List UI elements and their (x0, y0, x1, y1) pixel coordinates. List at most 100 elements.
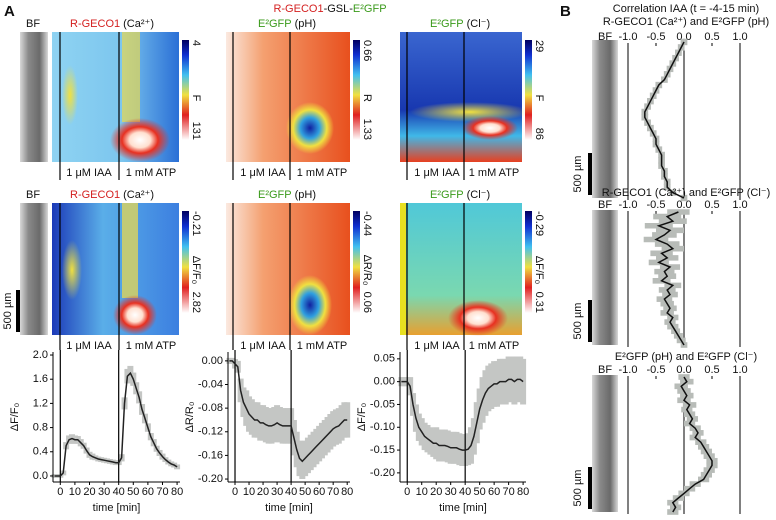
profile-line (644, 41, 685, 199)
column-title: E²GFP (Cl⁻) (430, 189, 490, 201)
x-tick-label: 20 (430, 486, 442, 498)
colorbar (182, 40, 189, 140)
line (229, 360, 348, 463)
colorbar-bottom: 1.33 (361, 119, 373, 140)
x-tick-label: -0.5 (647, 364, 666, 376)
x-tick-label: 10 (243, 486, 255, 498)
x-tick-label: 1.0 (732, 199, 747, 211)
stimulus-label: 1 μM IAA (414, 340, 460, 352)
y-tick-label: 0.00 (374, 376, 395, 388)
y-tick-label: 0.00 (202, 355, 223, 367)
x-tick-label: 10 (69, 486, 81, 498)
colorbar-bottom: 86 (533, 128, 545, 140)
sensor-name: R-GECO1 (70, 189, 120, 201)
title-part: R-GECO1 (273, 3, 323, 15)
stimulus-label: 1 mM ATP (297, 340, 348, 352)
sensor-name: E²GFP (430, 189, 464, 201)
x-axis-label: time [min] (265, 502, 313, 514)
title-part: E²GFP (353, 3, 387, 15)
x-tick-label: 60 (488, 486, 500, 498)
x-tick-label: 60 (142, 486, 154, 498)
y-axis-label: ΔR/R₀ (184, 402, 196, 433)
colorbar-top: -0.44 (361, 211, 373, 236)
y-tick-label: 0.0 (33, 470, 48, 482)
x-tick-label: 30 (271, 486, 283, 498)
heatmap-blob (462, 116, 518, 140)
x-tick-label: 70 (327, 486, 339, 498)
heatmap (400, 32, 522, 162)
ion-name: (Ca²⁺) (123, 189, 154, 201)
column-title: E²GFP (Cl⁻) (430, 18, 490, 30)
colorbar-label: R (361, 94, 373, 102)
x-tick-label: 80 (171, 486, 183, 498)
x-tick-label: -0.5 (647, 31, 666, 43)
heatmap-blob (113, 295, 157, 335)
y-tick-label: 1.2 (33, 397, 48, 409)
panel-label: B (560, 3, 571, 20)
stimulus-label: 1 μM IAA (240, 167, 286, 179)
heatmap-blob (62, 240, 82, 300)
x-tick-label: 60 (313, 486, 325, 498)
stimulus-label: 1 mM ATP (469, 167, 520, 179)
stimulus-lines (59, 32, 465, 350)
panel-label: A (4, 3, 15, 20)
heatmap (226, 32, 350, 162)
x-tick-label: 30 (98, 486, 110, 498)
x-tick-label: 40 (113, 486, 125, 498)
y-tick-label: -0.05 (370, 398, 395, 410)
colorbar-label: ΔR/R₀ (361, 255, 373, 286)
stimulus-label: 1 mM ATP (469, 340, 520, 352)
x-tick-label: 30 (445, 486, 457, 498)
colorbar (525, 40, 532, 140)
y-tick-label: -0.20 (198, 473, 223, 485)
scale-bar (588, 153, 592, 195)
sensor-name: E²GFP (258, 189, 292, 201)
colorbar (182, 211, 189, 313)
bf-label: BF (598, 31, 612, 43)
x-tick-label: 80 (341, 486, 353, 498)
scale-label: 500 µm (572, 303, 584, 340)
x-tick-label: 50 (299, 486, 311, 498)
line (54, 371, 178, 477)
x-tick-label: 0.5 (704, 31, 719, 43)
column-title: E²GFP (pH) (258, 189, 316, 201)
column-title: R-GECO1 (Ca²⁺) (70, 189, 154, 201)
colorbar-top: 4 (190, 40, 202, 46)
x-tick-label: 50 (127, 486, 139, 498)
stimulus-label: 1 μM IAA (240, 340, 286, 352)
heatmaps: 500 µm (2, 32, 530, 350)
x-tick-label: 70 (502, 486, 514, 498)
ion-name: (Cl⁻) (467, 189, 491, 201)
stimulus-label: 1 mM ATP (126, 340, 177, 352)
scale-bar (588, 300, 592, 342)
title-part: -GSL- (324, 3, 354, 15)
column-title: E²GFP (pH) (258, 18, 316, 30)
x-tick-label: 0 (232, 486, 238, 498)
colorbar-label: F (533, 95, 545, 102)
y-tick-label: 1.6 (33, 373, 48, 385)
heatmap-blob (62, 65, 78, 125)
colorbar-bottom: 131 (190, 122, 202, 140)
bf-label: BF (26, 18, 40, 30)
heatmap-blob (286, 102, 334, 154)
x-tick-label: 0.5 (704, 364, 719, 376)
colorbar (353, 211, 360, 313)
y-axis-label: ΔF/F₀ (356, 403, 368, 431)
sensor-name: E²GFP (430, 18, 464, 30)
y-tick-label: -0.10 (370, 421, 395, 433)
y-axis-label: ΔF/F₀ (9, 403, 21, 431)
stimulus-label: 1 μM IAA (66, 167, 112, 179)
x-axis-label: time [min] (93, 502, 141, 514)
stimulus-label: 1 mM ATP (297, 167, 348, 179)
bf-image (592, 210, 618, 345)
x-tick-label: 10 (416, 486, 428, 498)
colorbar-bottom: 0.31 (533, 292, 545, 313)
colorbar-bottom: 0.06 (361, 292, 373, 313)
stimulus-label: 1 μM IAA (66, 340, 112, 352)
profile-line (654, 211, 685, 346)
profile-line (671, 376, 713, 513)
stimulus-label: 1 mM ATP (126, 167, 177, 179)
heatmap-blob (122, 32, 140, 122)
y-tick-label: -0.08 (198, 402, 223, 414)
x-tick-label: 0.0 (676, 199, 691, 211)
